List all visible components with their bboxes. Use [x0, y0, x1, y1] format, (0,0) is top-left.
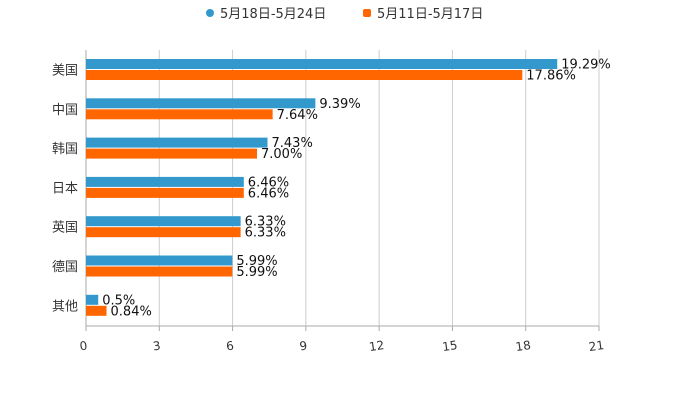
bar-s0-2[interactable]: [86, 137, 268, 148]
bar-s0-0[interactable]: [86, 59, 558, 69]
bar-s1-6[interactable]: [86, 305, 107, 316]
bar-s1-2[interactable]: [86, 148, 257, 159]
data-label-s1-4: 6.33%: [245, 226, 286, 241]
data-label-s0-3: 6.46%: [248, 175, 289, 190]
data-label-s0-1: 9.39%: [319, 97, 360, 112]
x-tick-label-6: 6: [225, 339, 235, 354]
category-label-3: 日本: [52, 181, 78, 196]
category-label-2: 韩国: [52, 142, 78, 157]
bar-s0-6[interactable]: [86, 294, 99, 305]
legend-label-0[interactable]: 5月18日-5月24日: [220, 7, 326, 22]
legend-marker-0: [206, 9, 214, 17]
bar-s0-1[interactable]: [86, 98, 316, 109]
x-tick-label-3: 3: [152, 339, 162, 354]
category-label-4: 英国: [52, 221, 78, 236]
bar-s0-3[interactable]: [86, 176, 244, 187]
bar-s1-5[interactable]: [86, 266, 233, 277]
x-tick-label-18: 18: [515, 338, 532, 354]
x-tick-label-15: 15: [441, 338, 458, 354]
data-label-s1-2: 7.00%: [261, 147, 302, 162]
data-label-s1-1: 7.64%: [277, 108, 318, 123]
x-tick-label-9: 9: [299, 339, 309, 354]
x-tick-label-21: 21: [588, 338, 605, 354]
data-label-s0-2: 7.43%: [272, 136, 313, 151]
data-label-s1-3: 6.46%: [248, 186, 289, 201]
data-label-s1-0: 17.86%: [526, 69, 576, 84]
bar-s1-3[interactable]: [86, 187, 244, 198]
data-label-s1-6: 0.84%: [111, 304, 152, 319]
legend-marker-1: [363, 9, 371, 17]
data-label-s1-5: 5.99%: [236, 265, 277, 280]
category-label-1: 中国: [52, 103, 78, 118]
legend-label-1[interactable]: 5月11日-5月17日: [377, 7, 483, 22]
bar-s1-0[interactable]: [86, 70, 523, 80]
bar-s0-4[interactable]: [86, 216, 241, 227]
x-tick-label-12: 12: [368, 338, 385, 354]
bar-s1-4[interactable]: [86, 227, 241, 238]
bar-s0-5[interactable]: [86, 255, 233, 266]
data-label-s0-4: 6.33%: [245, 215, 286, 230]
category-label-5: 德国: [52, 260, 78, 275]
category-label-6: 其他: [52, 299, 78, 314]
category-label-0: 美国: [52, 64, 78, 79]
data-label-s0-6: 0.5%: [102, 293, 135, 308]
x-tick-label-0: 0: [79, 339, 89, 354]
data-label-s0-0: 19.29%: [561, 58, 611, 73]
data-label-s0-5: 5.99%: [236, 254, 277, 269]
bar-s1-1[interactable]: [86, 109, 273, 120]
